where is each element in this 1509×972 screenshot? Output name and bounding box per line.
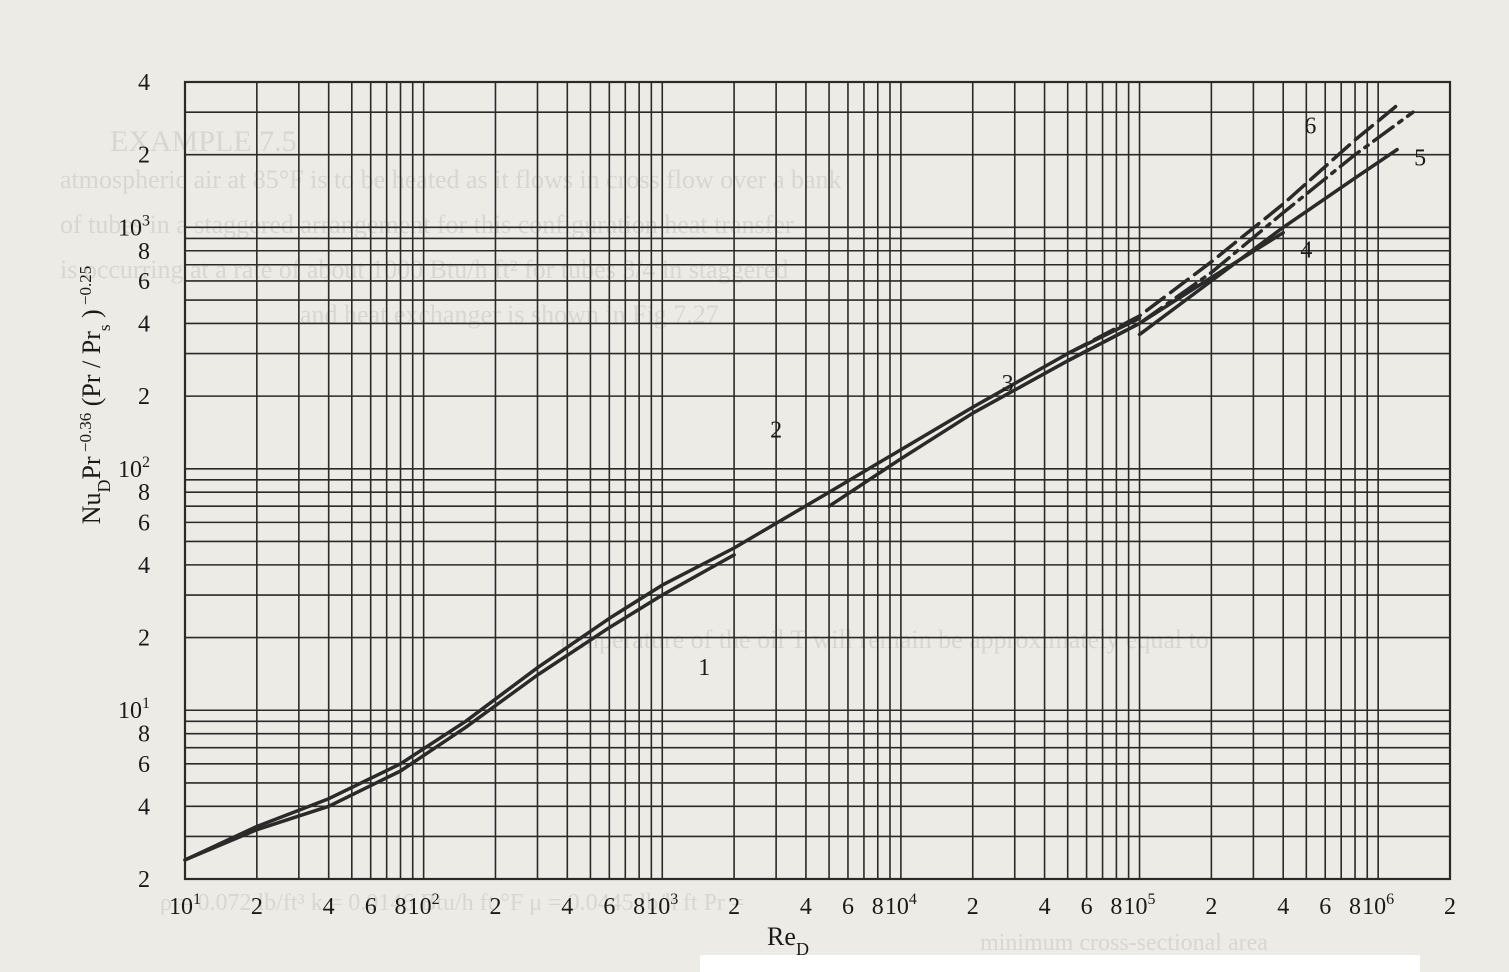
- x-tick-label: 6: [842, 894, 854, 920]
- y-tick-label: 6: [138, 510, 150, 536]
- x-tick-label: 8: [872, 894, 884, 920]
- x-tick-label: 4: [1039, 894, 1051, 920]
- y-tick-label: 2: [138, 626, 150, 652]
- curve-6: [1065, 103, 1399, 356]
- curve-1: [183, 553, 736, 862]
- curve-label-6: 6: [1304, 113, 1316, 139]
- x-tick-label: 6: [365, 894, 377, 920]
- x-tick-label: 2: [251, 894, 263, 920]
- y-tick-label: 4: [138, 553, 150, 579]
- curve-label-5: 5: [1414, 146, 1426, 172]
- ghost-text-1: atmospheric air at 85°F is to be heated …: [60, 165, 842, 194]
- ghost-text-5: temperature of the oil T will remain be …: [560, 625, 1209, 654]
- y-tick-label: 4: [138, 311, 150, 337]
- x-tick-label: 4: [1277, 894, 1289, 920]
- ghost-text-2: of tubes in a staggered arrangement for …: [60, 210, 794, 239]
- x-tick-label: 2: [967, 894, 979, 920]
- y-tick-label: 4: [138, 70, 150, 96]
- x-tick-label: 6: [1319, 894, 1331, 920]
- curve-label-1: 1: [698, 655, 710, 681]
- x-tick-label: 103: [646, 891, 678, 920]
- ghost-text-0: EXAMPLE 7.5: [110, 125, 297, 158]
- x-tick-label: 8: [1110, 894, 1122, 920]
- x-tick-label: 2: [1205, 894, 1217, 920]
- y-tick-label: 4: [138, 794, 150, 820]
- ghost-text-7: minimum cross-sectional area: [980, 930, 1268, 956]
- curve-3: [827, 230, 1285, 508]
- grid: [184, 81, 1451, 880]
- plot-frame: [183, 80, 1452, 881]
- curve-5: [1065, 110, 1415, 363]
- x-tick-label: 8: [1349, 894, 1361, 920]
- x-tick-label: 6: [603, 894, 615, 920]
- x-tick-label: 6: [1081, 894, 1093, 920]
- curve-4: [1137, 147, 1399, 337]
- y-tick-label: 2: [138, 384, 150, 410]
- x-axis-title: ReD: [767, 922, 809, 959]
- y-tick-label: 6: [138, 269, 150, 295]
- y-tick-label: 2: [138, 143, 150, 169]
- y-tick-label: 2: [138, 867, 150, 893]
- curve-label-4: 4: [1300, 238, 1312, 264]
- y-tick-label: 6: [138, 752, 150, 778]
- ghost-text-6: ρ = 0.072 lb/ft³ k = 0.0146 Btu/h ft °F …: [160, 890, 745, 916]
- annotations: 1 2 3 4 5 6: [698, 113, 1426, 681]
- x-tick-label: 106: [1362, 891, 1394, 920]
- x-tick-label: 105: [1124, 891, 1156, 920]
- y-tick-label: 101: [118, 695, 150, 724]
- curve-2: [183, 316, 1142, 862]
- x-tick-label: 2: [728, 894, 740, 920]
- x-tick-label: 4: [561, 894, 573, 920]
- y-tick-label: 8: [138, 239, 150, 265]
- x-tick-label: 8: [395, 894, 407, 920]
- bottom-strip: [700, 955, 1420, 972]
- y-tick-label: 102: [118, 454, 150, 483]
- curve-label-3: 3: [1002, 371, 1014, 397]
- y-tick-label: 8: [138, 480, 150, 506]
- curve-label-2: 2: [770, 417, 782, 443]
- y-axis-title: NuDPr −0.36 (Pr / Prs ) −0.25: [76, 266, 115, 525]
- y-tick-label: 103: [118, 212, 150, 241]
- y-tick-label: 8: [138, 722, 150, 748]
- x-tick-label: 102: [408, 891, 440, 920]
- x-tick-label: 4: [323, 894, 335, 920]
- x-tick-label: 101: [169, 891, 201, 920]
- x-tick-label: 2: [1444, 894, 1456, 920]
- x-tick-label: 8: [633, 894, 645, 920]
- x-tick-label: 2: [489, 894, 501, 920]
- x-tick-labels: 101 2 4 6 8 102 2 4 6 8 103 2 4 6 8 104 2 4 6 8 105 2 4 6 8 106 2: [169, 891, 1456, 920]
- x-tick-label: 104: [885, 891, 917, 920]
- curves: [183, 103, 1415, 862]
- x-tick-label: 4: [800, 894, 812, 920]
